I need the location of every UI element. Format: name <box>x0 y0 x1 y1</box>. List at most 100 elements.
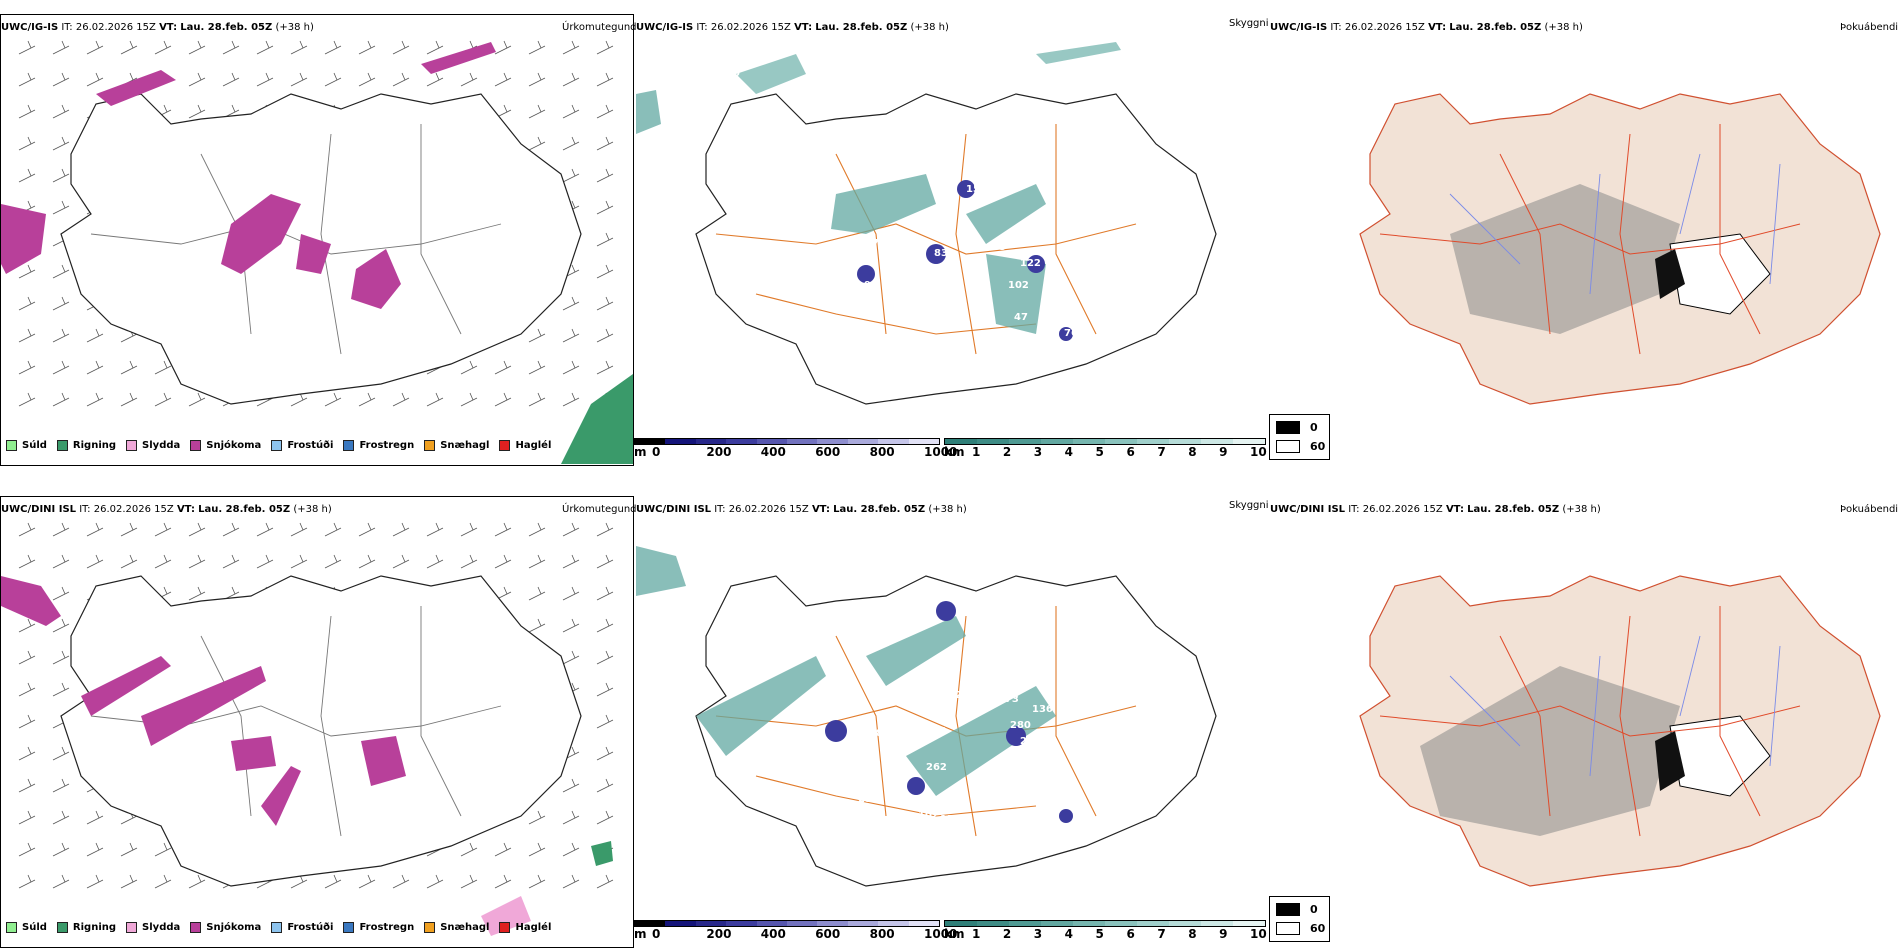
colorbar-tick: 200 <box>706 927 732 941</box>
wind-barb <box>86 392 104 407</box>
legend-swatch <box>343 922 355 933</box>
wind-barb <box>18 810 36 825</box>
wind-barb <box>52 392 70 407</box>
cloud-base-label: 102 <box>1008 280 1029 291</box>
colorbar-segment <box>945 921 977 926</box>
wind-barb <box>52 200 70 215</box>
fog-scale-min-swatch <box>1276 421 1300 434</box>
visibility-area-3 <box>906 686 1056 796</box>
wind-barb <box>324 522 342 537</box>
wind-barb <box>596 586 614 601</box>
wind-barb <box>188 72 206 87</box>
cloud-base-label: 161 <box>1050 822 1071 833</box>
wind-barb <box>18 842 36 857</box>
wind-barb <box>358 874 376 889</box>
cloud-base-label: 280 <box>1010 720 1031 731</box>
wind-barb <box>18 650 36 665</box>
wind-barb <box>290 554 308 569</box>
wind-barb <box>290 40 308 55</box>
legend-item: Súld <box>6 922 47 933</box>
legend-label: Súld <box>22 922 47 933</box>
wind-barb <box>154 522 172 537</box>
wind-barb <box>392 72 410 87</box>
legend-swatch <box>424 440 436 451</box>
legend-item: Frostregn <box>343 440 414 451</box>
wind-barb <box>596 618 614 633</box>
wind-barb <box>460 554 478 569</box>
wind-barb <box>596 168 614 183</box>
wind-barb <box>86 810 104 825</box>
fog-gray-band <box>1450 184 1680 334</box>
wind-barb <box>562 810 580 825</box>
legend-item: Rigning <box>56 922 116 933</box>
visibility-colorbar: km 1 2 3 4 5 6 7 8 9 10 <box>944 920 1267 941</box>
cloud-base-label: 129 <box>966 618 987 629</box>
legend-label: Haglél <box>515 922 552 933</box>
wind-barb <box>426 874 444 889</box>
wind-barb <box>52 328 70 343</box>
cloud-base-label: 78 <box>872 238 886 249</box>
colorbar-segment <box>878 921 909 926</box>
wind-barb <box>596 360 614 375</box>
wind-barb <box>324 554 342 569</box>
colorbar-tick: 6 <box>1126 445 1135 459</box>
cloud-base-label: 225 <box>1020 736 1041 747</box>
wind-barb <box>358 522 376 537</box>
legend-swatch <box>6 922 17 933</box>
fog-scale-min: 0 <box>1276 903 1318 916</box>
colorbar-segment <box>695 439 727 444</box>
wind-barb <box>222 72 240 87</box>
wind-barb <box>18 522 36 537</box>
legend-label: Frostúði <box>287 440 334 451</box>
cloud-base-label: 207 <box>832 690 853 701</box>
wind-barb <box>528 360 546 375</box>
legend-swatch <box>190 922 202 933</box>
wind-barb <box>18 554 36 569</box>
wind-barb <box>596 650 614 665</box>
wind-barb <box>596 522 614 537</box>
colorbar-segment <box>1009 921 1041 926</box>
precip-header: UWC/IG-IS IT: 26.02.2026 15Z VT: Lau. 28… <box>1 22 314 33</box>
wind-barb <box>52 72 70 87</box>
legend-item: Haglél <box>499 922 551 933</box>
wind-barb <box>18 778 36 793</box>
wind-barb <box>562 874 580 889</box>
snow-area-east <box>351 249 401 309</box>
cloud-base-unit: m <box>634 445 647 459</box>
precip-legend: Súld Rigning Slydda Snjókoma Frostúði Frostre… <box>6 440 551 451</box>
colorbar-tick: 4 <box>1064 445 1074 459</box>
cloud-base-cell <box>957 180 975 198</box>
wind-barb <box>528 810 546 825</box>
visibility-bar <box>944 920 1266 927</box>
wind-barb <box>86 328 104 343</box>
cloud-header: UWC/DINI ISL IT: 26.02.2026 15Z VT: Lau.… <box>636 504 967 515</box>
iceland-outline <box>695 93 1217 405</box>
wind-barb <box>528 392 546 407</box>
visibility-area-ne <box>1036 42 1121 64</box>
wind-barb <box>52 522 70 537</box>
wind-barb <box>18 746 36 761</box>
wind-barb <box>562 522 580 537</box>
visibility-ticks: km 1 2 3 4 5 6 7 8 9 10 <box>944 927 1267 941</box>
cloud-base-label: 12 <box>902 718 916 729</box>
legend-swatch <box>190 440 202 451</box>
wind-barb <box>562 72 580 87</box>
legend-label: Frostregn <box>359 922 415 933</box>
colorbar-segment <box>1137 921 1169 926</box>
visibility-area-3 <box>986 254 1046 334</box>
cloud-base-label: 83 <box>934 248 948 259</box>
colorbar-tick: 3 <box>1033 927 1043 941</box>
colorbar-tick: 800 <box>869 445 895 459</box>
cloud-base-label: 17 <box>890 748 904 759</box>
wind-barb <box>86 522 104 537</box>
legend-item: Frostúði <box>271 922 333 933</box>
colorbar-segment <box>695 921 727 926</box>
cloud-base-label: 35 <box>992 242 1006 253</box>
wind-barb <box>528 586 546 601</box>
legend-item: Snjókoma <box>190 922 261 933</box>
cloud-base-cell <box>907 777 925 795</box>
wind-barb <box>596 104 614 119</box>
wind-barb <box>460 874 478 889</box>
cloud-header: UWC/IG-IS IT: 26.02.2026 15Z VT: Lau. 28… <box>636 22 949 33</box>
colorbar-segment <box>635 439 666 444</box>
